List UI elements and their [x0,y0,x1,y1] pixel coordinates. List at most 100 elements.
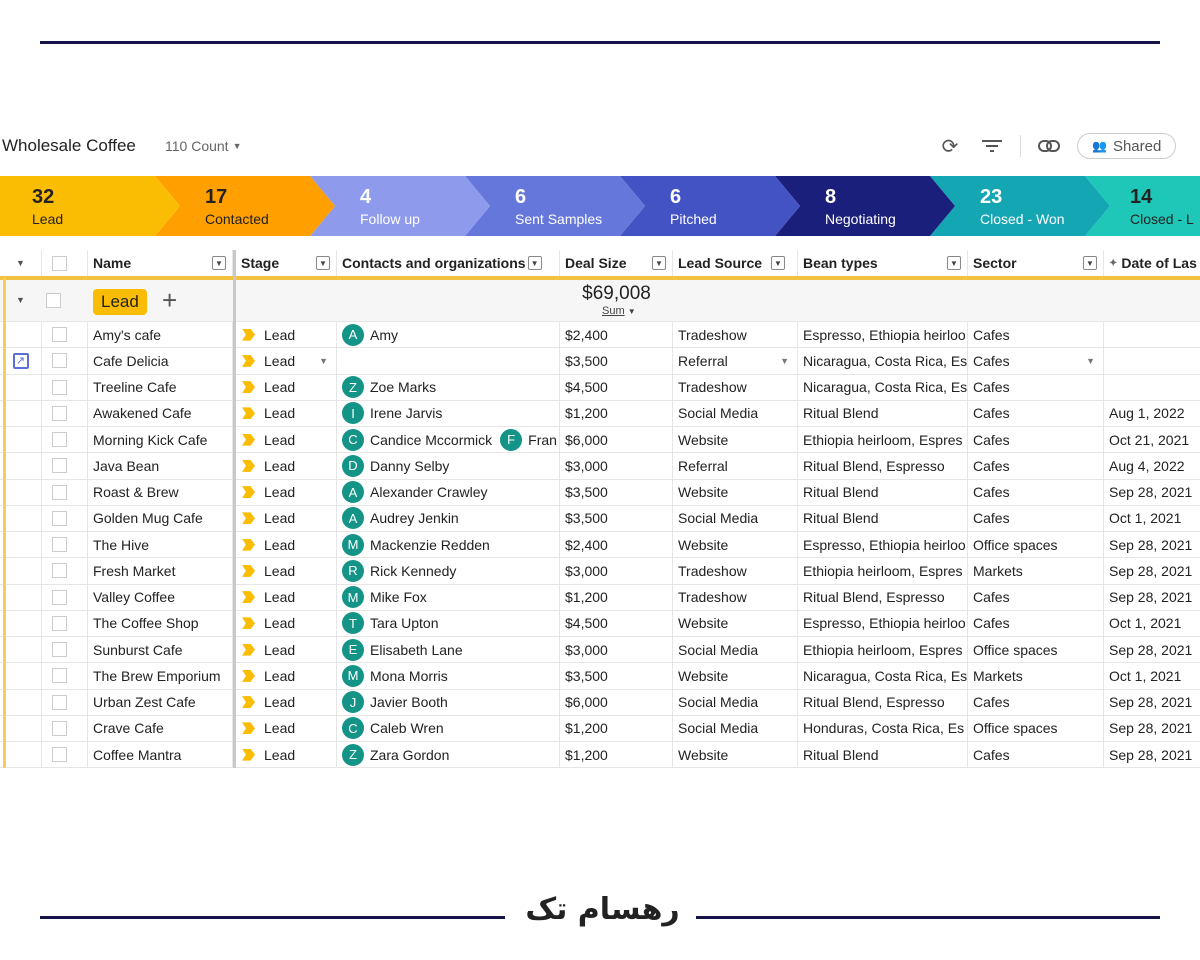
contact-name[interactable]: Mike Fox [370,589,427,606]
sector-cell[interactable]: Cafes [968,322,1104,348]
deal-size-cell[interactable]: $4,500 [560,374,673,400]
deal-size-cell[interactable]: $4,500 [560,610,673,636]
contact-name[interactable]: Caleb Wren [370,720,444,737]
table-row[interactable]: Java Bean Lead D Danny Selby $3,000 Referral R… [0,453,1200,480]
bean-types-cell[interactable]: Ethiopia heirloom, Espres [798,637,968,663]
bean-types-cell[interactable]: Ritual Blend, Espresso [798,453,968,479]
deal-size-cell[interactable]: $3,000 [560,558,673,584]
column-menu-icon[interactable]: ▼ [212,256,226,270]
column-header-deal[interactable]: Deal Size ▼ [560,250,673,276]
row-checkbox[interactable] [42,715,88,741]
date-cell[interactable]: Sep 28, 2021 [1104,742,1200,767]
lead-source-cell[interactable]: Social Media [673,637,798,663]
stage-cell[interactable]: Lead [236,663,337,689]
column-menu-icon[interactable]: ▼ [527,256,542,270]
contacts-cell[interactable]: A Alexander Crawley [337,479,560,505]
contact-name[interactable]: Audrey Jenkin [370,510,459,527]
column-menu-icon[interactable]: ▼ [947,256,961,270]
sector-cell[interactable]: Cafes ▼ [968,348,1104,374]
bean-types-cell[interactable]: Honduras, Costa Rica, Es [798,715,968,741]
table-row[interactable]: The Brew Emporium Lead M Mona Morris $3,500 W… [0,663,1200,690]
refresh-icon[interactable]: ⟳ [941,135,959,158]
column-header-source[interactable]: Lead Source ▼ [673,250,798,276]
row-checkbox[interactable] [42,374,88,400]
name-cell[interactable]: The Brew Emporium [88,663,233,689]
stage-cell[interactable]: Lead ▼ [236,348,337,374]
lead-source-cell[interactable]: Social Media [673,715,798,741]
row-checkbox[interactable] [42,505,88,531]
name-cell[interactable]: Java Bean [88,453,233,479]
sector-cell[interactable]: Cafes [968,400,1104,426]
contacts-cell[interactable]: C Candice Mccormick F Fran [337,427,560,453]
column-header-name[interactable]: Name ▼ [88,250,233,276]
name-cell[interactable]: Treeline Cafe [88,374,233,400]
deal-size-cell[interactable]: $2,400 [560,532,673,558]
contacts-cell[interactable] [337,348,560,374]
date-cell[interactable]: Oct 1, 2021 [1104,611,1200,636]
table-row[interactable]: The Hive Lead M Mackenzie Redden $2,400 Websi… [0,532,1200,559]
contacts-cell[interactable]: R Rick Kennedy [337,558,560,584]
sector-cell[interactable]: Markets [968,663,1104,689]
table-row[interactable]: Treeline Cafe Lead Z Zoe Marks $4,500 Tradesh… [0,374,1200,401]
row-checkbox[interactable] [42,427,88,453]
column-menu-icon[interactable]: ▼ [1083,256,1097,270]
contacts-cell[interactable]: M Mackenzie Redden [337,532,560,558]
name-cell[interactable]: Golden Mug Cafe [88,505,233,531]
aggregate-dropdown[interactable]: Sum ▼ [602,305,636,317]
pipeline-stage-negotiating[interactable]: 8 Negotiating [775,176,955,236]
date-cell[interactable]: Sep 28, 2021 [1104,532,1200,557]
name-cell[interactable]: Roast & Brew [88,479,233,505]
row-checkbox[interactable] [42,689,88,715]
date-cell[interactable] [1104,375,1200,400]
contact-name[interactable]: Rick Kennedy [370,562,457,579]
row-checkbox[interactable] [42,742,88,768]
table-row[interactable]: Fresh Market Lead R Rick Kennedy $3,000 Trade… [0,558,1200,585]
table-row[interactable]: Crave Cafe Lead C Caleb Wren $1,200 Social Me… [0,715,1200,742]
table-row[interactable]: Amy's cafe Lead A Amy $2,400 Tradeshow Espress… [0,322,1200,349]
pipeline-stage-sent-samples[interactable]: 6 Sent Samples [465,176,645,236]
column-header-contacts[interactable]: Contacts and organizations ▼ [337,250,560,276]
lead-source-cell[interactable]: Website [673,742,798,768]
pipeline-stage-pitched[interactable]: 6 Pitched [620,176,800,236]
stage-cell[interactable]: Lead [236,479,337,505]
contact-name[interactable]: Zara Gordon [370,746,450,763]
bean-types-cell[interactable]: Espresso, Ethiopia heirloo [798,322,968,348]
collapse-all-toggle[interactable]: ▼ [0,250,42,276]
column-header-beans[interactable]: Bean types ▼ [798,250,968,276]
date-cell[interactable]: Sep 28, 2021 [1104,585,1200,610]
stage-cell[interactable]: Lead [236,453,337,479]
contact-name[interactable]: Danny Selby [370,457,450,474]
date-cell[interactable]: Oct 1, 2021 [1104,663,1200,688]
bean-types-cell[interactable]: Ethiopia heirloom, Espres [798,558,968,584]
stage-cell[interactable]: Lead [236,584,337,610]
contact-name[interactable]: Amy [370,326,398,343]
name-cell[interactable]: The Hive [88,532,233,558]
contact-name[interactable]: Candice Mccormick [370,431,493,448]
contact-name[interactable]: Javier Booth [370,694,448,711]
row-checkbox[interactable] [42,479,88,505]
sector-cell[interactable]: Cafes [968,610,1104,636]
sector-cell[interactable]: Office spaces [968,532,1104,558]
filter-icon[interactable] [978,132,1006,160]
sector-cell[interactable]: Cafes [968,584,1104,610]
deal-size-cell[interactable]: $3,000 [560,637,673,663]
pipeline-stage-follow-up[interactable]: 4 Follow up [310,176,490,236]
deal-size-cell[interactable]: $3,500 [560,348,673,374]
contacts-cell[interactable]: A Amy [337,322,560,348]
pipeline-stage-contacted[interactable]: 17 Contacted [155,176,335,236]
stage-cell[interactable]: Lead [236,637,337,663]
table-row[interactable]: Urban Zest Cafe Lead J Javier Booth $6,000 So… [0,689,1200,716]
contacts-cell[interactable]: A Audrey Jenkin [337,505,560,531]
bean-types-cell[interactable]: Nicaragua, Costa Rica, Es [798,663,968,689]
row-checkbox[interactable] [42,400,88,426]
stage-cell[interactable]: Lead [236,689,337,715]
name-cell[interactable]: Cafe Delicia [88,348,233,374]
deal-size-cell[interactable]: $2,400 [560,322,673,348]
dropdown-arrow-icon[interactable]: ▼ [780,356,789,367]
name-cell[interactable]: The Coffee Shop [88,610,233,636]
lead-source-cell[interactable]: Tradeshow [673,374,798,400]
date-cell[interactable]: Sep 28, 2021 [1104,716,1200,741]
table-row[interactable]: Valley Coffee Lead M Mike Fox $1,200 Tradesho… [0,584,1200,611]
lead-source-cell[interactable]: Tradeshow [673,558,798,584]
row-checkbox[interactable] [42,637,88,663]
